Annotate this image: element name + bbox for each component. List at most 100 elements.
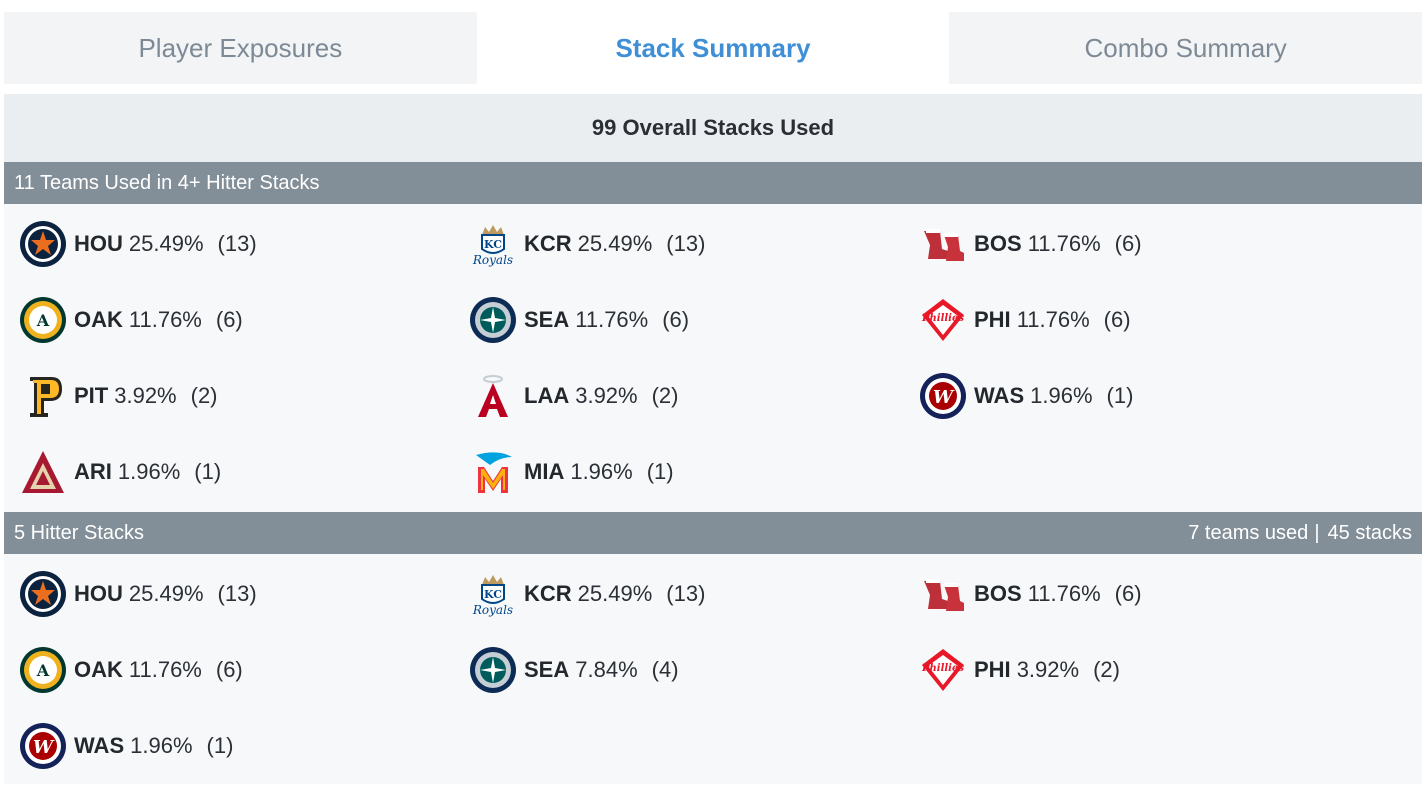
team-abbr: MIA (524, 459, 565, 484)
team-abbr: PHI (974, 657, 1011, 682)
team-stack-count: (2) (651, 383, 679, 408)
team-abbr: PIT (74, 383, 109, 408)
royals-logo-icon: KC Royals (468, 569, 518, 619)
team-row-was: W WAS 1.96% (1) (4, 710, 454, 782)
stacks-count: 45 stacks (1327, 521, 1412, 544)
team-row-laa: LAA 3.92% (2) (454, 360, 904, 432)
team-row-was: W WAS 1.96% (1) (904, 360, 1354, 432)
section-meta: 7 teams used | 45 stacks (1188, 522, 1412, 545)
team-abbr: BOS (974, 581, 1022, 606)
svg-text:W: W (33, 737, 55, 758)
team-row-sea: SEA 7.84% (4) (454, 634, 904, 706)
team-percentage: 3.92% (575, 383, 638, 408)
team-row-mia: MIA 1.96% (1) (454, 436, 904, 508)
team-stack-count: (13) (666, 581, 706, 606)
team-row-oak: A OAK 11.76% (6) (4, 634, 454, 706)
team-stack-count: (4) (651, 657, 679, 682)
phillies-logo-icon: Phillies (918, 645, 968, 695)
team-stack-count: (6) (662, 307, 690, 332)
team-percentage: 11.76% (1027, 581, 1101, 606)
team-percentage: 25.49% (577, 231, 653, 256)
team-grid-4plus: HOU 25.49% (13) KC Royals KCR 25.49% (13) BOS 11.… (4, 204, 1422, 512)
team-percentage: 3.92% (114, 383, 177, 408)
team-abbr: WAS (74, 733, 125, 758)
team-percentage: 25.49% (128, 231, 204, 256)
team-stack-count: (6) (215, 657, 243, 682)
team-row-sea: SEA 11.76% (6) (454, 284, 904, 356)
team-row-hou: HOU 25.49% (13) (4, 558, 454, 630)
team-row-kcr: KC Royals KCR 25.49% (13) (454, 558, 904, 630)
athletics-logo-icon: A (18, 295, 68, 345)
team-stack-count: (6) (1103, 307, 1131, 332)
team-row-pit: PIT 3.92% (2) (4, 360, 454, 432)
team-stack-count: (13) (666, 231, 706, 256)
team-abbr: SEA (524, 307, 570, 332)
stack-summary-panel: 99 Overall Stacks Used 11 Teams Used in … (4, 94, 1422, 784)
svg-text:Royals: Royals (472, 253, 513, 267)
svg-text:A: A (36, 311, 50, 330)
team-row-bos: BOS 11.76% (6) (904, 208, 1354, 280)
team-stack-count: (6) (215, 307, 243, 332)
meta-divider: | (1314, 521, 1320, 544)
team-abbr: KCR (524, 581, 572, 606)
phillies-logo-icon: Phillies (918, 295, 968, 345)
astros-logo-icon (18, 569, 68, 619)
team-stack-count: (2) (190, 383, 218, 408)
svg-text:A: A (36, 661, 50, 680)
marlins-logo-icon (468, 447, 518, 497)
nationals-logo-icon: W (18, 721, 68, 771)
team-percentage: 11.76% (128, 307, 202, 332)
team-percentage: 25.49% (577, 581, 653, 606)
svg-text:Phillies: Phillies (921, 663, 964, 674)
team-abbr: LAA (524, 383, 570, 408)
team-stack-count: (1) (194, 459, 222, 484)
tab-player-exposures[interactable]: Player Exposures (4, 12, 477, 84)
team-abbr: HOU (74, 581, 123, 606)
svg-text:KC: KC (484, 588, 502, 601)
team-row-oak: A OAK 11.76% (6) (4, 284, 454, 356)
team-percentage: 11.76% (575, 307, 649, 332)
tab-bar: Player Exposures Stack Summary Combo Sum… (4, 12, 1423, 84)
team-stack-count: (6) (1114, 231, 1142, 256)
team-abbr: OAK (74, 307, 123, 332)
nationals-logo-icon: W (918, 371, 968, 421)
team-row-bos: BOS 11.76% (6) (904, 558, 1354, 630)
astros-logo-icon (18, 219, 68, 269)
team-stack-count: (1) (206, 733, 234, 758)
tab-combo-summary[interactable]: Combo Summary (949, 12, 1423, 84)
team-abbr: KCR (524, 231, 572, 256)
svg-text:KC: KC (484, 238, 502, 251)
team-row-phi: Phillies PHI 11.76% (6) (904, 284, 1354, 356)
team-grid-5hitter: HOU 25.49% (13) KC Royals KCR 25.49% (13) BOS 11.… (4, 554, 1422, 786)
pirates-logo-icon (18, 371, 68, 421)
diamondbacks-logo-icon (18, 447, 68, 497)
mariners-logo-icon (468, 645, 518, 695)
section-title: 11 Teams Used in 4+ Hitter Stacks (14, 171, 320, 194)
royals-logo-icon: KC Royals (468, 219, 518, 269)
athletics-logo-icon: A (18, 645, 68, 695)
team-percentage: 1.96% (130, 733, 193, 758)
team-percentage: 3.92% (1016, 657, 1080, 682)
team-percentage: 1.96% (1030, 383, 1093, 408)
svg-text:W: W (933, 387, 955, 408)
angels-logo-icon (468, 371, 518, 421)
team-abbr: WAS (974, 383, 1025, 408)
overall-stacks-heading: 99 Overall Stacks Used (4, 94, 1422, 162)
team-row-kcr: KC Royals KCR 25.49% (13) (454, 208, 904, 280)
section-header-4plus: 11 Teams Used in 4+ Hitter Stacks (4, 162, 1422, 204)
red-sox-logo-icon (918, 219, 968, 269)
team-row-phi: Phillies PHI 3.92% (2) (904, 634, 1354, 706)
team-percentage: 11.76% (128, 657, 202, 682)
team-stack-count: (1) (1106, 383, 1134, 408)
team-percentage: 11.76% (1027, 231, 1101, 256)
team-abbr: PHI (974, 307, 1011, 332)
team-stack-count: (1) (646, 459, 674, 484)
team-percentage: 1.96% (570, 459, 633, 484)
team-abbr: BOS (974, 231, 1022, 256)
red-sox-logo-icon (918, 569, 968, 619)
team-percentage: 11.76% (1016, 307, 1090, 332)
team-abbr: OAK (74, 657, 123, 682)
section-title: 5 Hitter Stacks (14, 521, 145, 544)
tab-stack-summary[interactable]: Stack Summary (476, 12, 950, 84)
teams-used-count: 7 teams used (1188, 521, 1309, 544)
